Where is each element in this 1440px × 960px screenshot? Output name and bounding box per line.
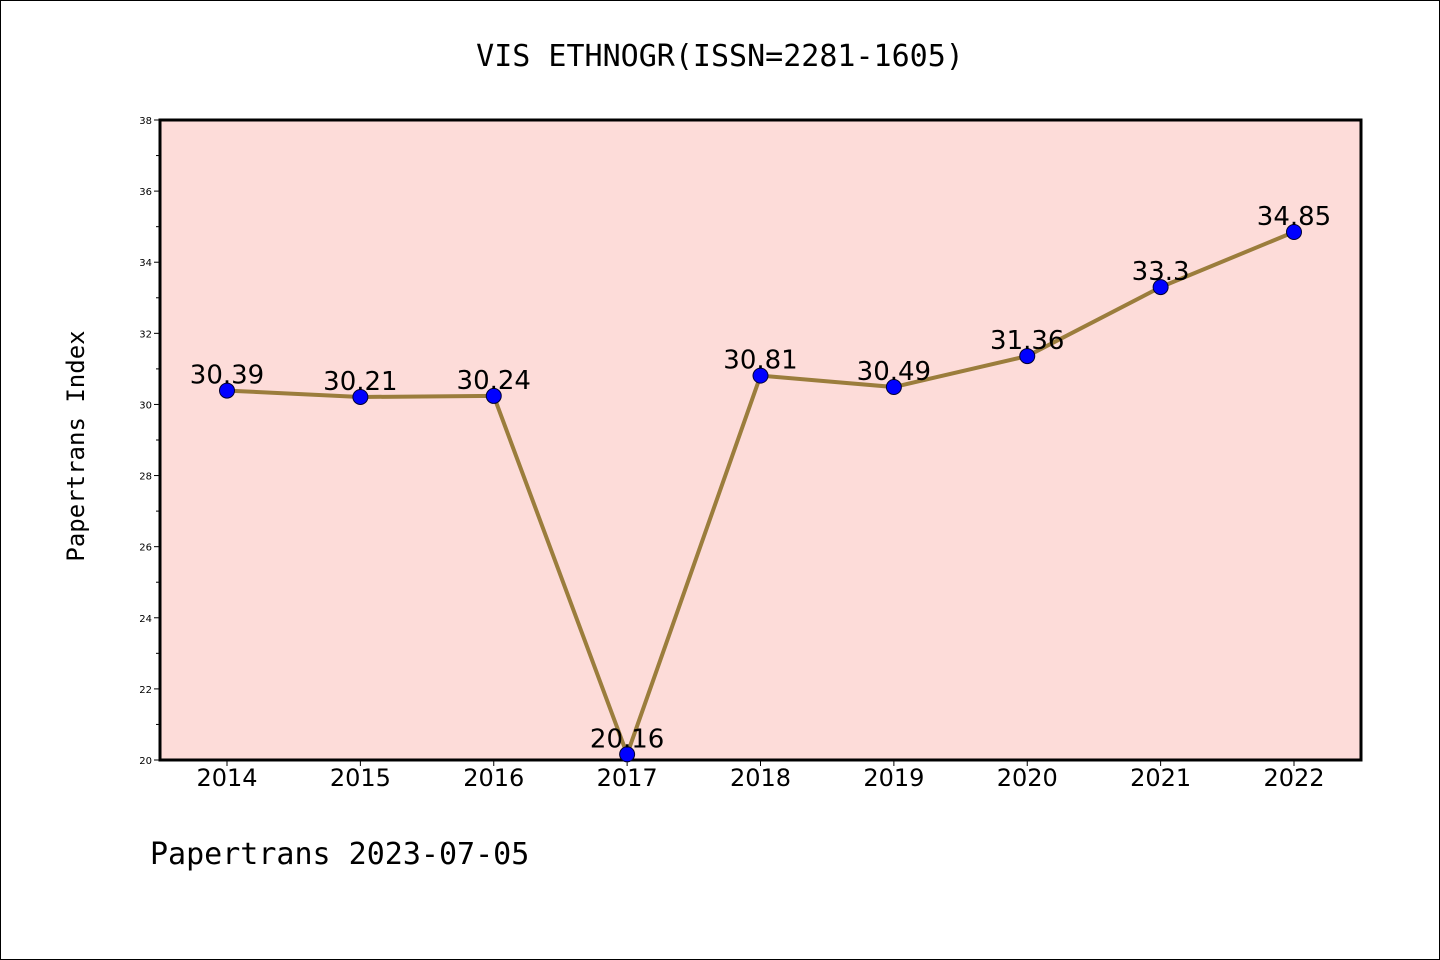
y-tick-label: 38 bbox=[139, 116, 152, 127]
data-point bbox=[219, 382, 235, 399]
data-label: 33.3 bbox=[1132, 257, 1190, 287]
data-point bbox=[352, 388, 369, 405]
y-tick-label: 36 bbox=[139, 187, 152, 198]
footer-text: Papertrans 2023-07-05 bbox=[150, 837, 529, 872]
data-label: 20.16 bbox=[590, 724, 664, 754]
data-label: 30.39 bbox=[190, 361, 264, 391]
y-tick-label: 32 bbox=[139, 329, 152, 340]
y-tick-label: 20 bbox=[139, 756, 152, 767]
y-tick-label: 28 bbox=[139, 472, 152, 483]
data-label: 31.36 bbox=[990, 326, 1064, 356]
x-tick-label: 2014 bbox=[196, 764, 257, 792]
data-point bbox=[885, 379, 902, 396]
x-tick-label: 2016 bbox=[463, 764, 524, 792]
data-label: 34.85 bbox=[1257, 202, 1331, 232]
data-point bbox=[1286, 224, 1302, 240]
y-tick-label: 22 bbox=[139, 685, 152, 696]
chart-title: VIS ETHNOGR(ISSN=2281-1605) bbox=[476, 39, 964, 74]
y-tick-label: 26 bbox=[139, 543, 152, 554]
x-tick-label: 2019 bbox=[863, 764, 924, 792]
data-point bbox=[752, 367, 769, 384]
y-tick-label: 30 bbox=[139, 400, 152, 411]
data-label: 30.49 bbox=[857, 357, 931, 387]
y-tick-label: 24 bbox=[139, 614, 152, 625]
y-axis-label: Papertrans Index bbox=[62, 330, 90, 561]
x-tick-label: 2021 bbox=[1130, 764, 1191, 792]
data-point bbox=[485, 387, 502, 404]
data-label: 30.21 bbox=[323, 367, 397, 397]
x-tick-label: 2022 bbox=[1263, 764, 1324, 792]
data-point bbox=[1152, 279, 1169, 296]
x-tick-label: 2020 bbox=[997, 764, 1058, 792]
x-tick-label: 2018 bbox=[730, 764, 791, 792]
series-markers bbox=[219, 224, 1302, 763]
data-labels: 30.39 30.21 30.24 20.16 30.81 30.49 31.36 33.3 3… bbox=[190, 202, 1331, 754]
data-point bbox=[1019, 348, 1036, 365]
data-point bbox=[619, 746, 636, 763]
data-label: 30.24 bbox=[457, 366, 531, 396]
x-tick-label: 2017 bbox=[597, 764, 658, 792]
y-axis: 20 22 24 26 28 30 32 34 36 38 bbox=[139, 116, 160, 767]
x-axis: 2014 2015 2016 2017 2018 2019 2020 2021 2022 bbox=[196, 760, 1325, 792]
x-tick-label: 2015 bbox=[330, 764, 391, 792]
y-tick-label: 34 bbox=[139, 258, 152, 269]
plot-area bbox=[158, 118, 1363, 762]
data-label: 30.81 bbox=[723, 346, 797, 376]
